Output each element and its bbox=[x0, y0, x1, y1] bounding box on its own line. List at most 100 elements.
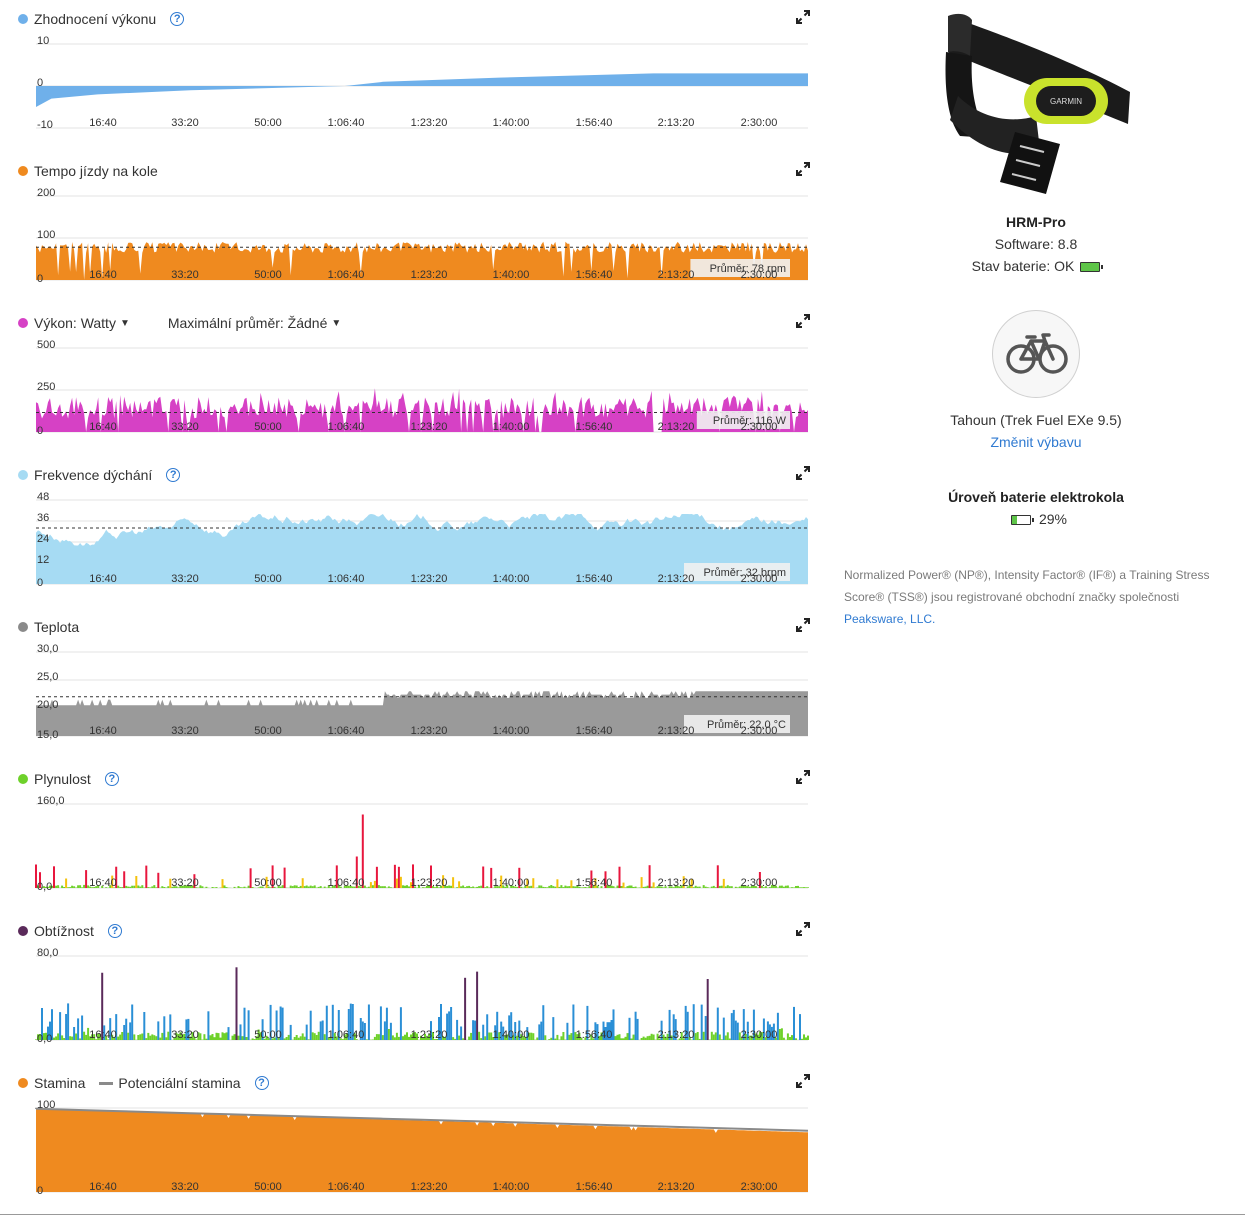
series-stamina bbox=[35, 1107, 809, 1192]
bike-icon bbox=[1006, 333, 1068, 374]
x-tick-label: 1:23:20 bbox=[411, 877, 448, 889]
change-gear-link[interactable]: Změnit výbavu bbox=[990, 434, 1082, 450]
battery-full-icon bbox=[1080, 262, 1104, 273]
series-dot-icon bbox=[18, 1078, 28, 1088]
chart-title: Frekvence dýchání bbox=[34, 467, 153, 483]
chart-title-row: Frekvence dýchání? bbox=[18, 466, 181, 484]
x-tick-label: 1:23:20 bbox=[411, 1181, 448, 1193]
y-tick-label: 12 bbox=[37, 554, 49, 566]
chart-panel-stamina: Stamina Potenciální stamina? 100 0 16:40 33:2… bbox=[0, 1064, 830, 1216]
x-tick-label: 50:00 bbox=[254, 421, 282, 433]
expand-icon[interactable] bbox=[796, 770, 810, 784]
chart-title-row: Teplota bbox=[18, 618, 79, 636]
max-average-dropdown[interactable]: Maximální průměr: Žádné bbox=[167, 315, 328, 331]
x-tick-label: 1:40:00 bbox=[493, 573, 530, 585]
expand-icon[interactable] bbox=[796, 466, 810, 480]
x-tick-label: 2:30:00 bbox=[741, 421, 778, 433]
expand-icon[interactable] bbox=[796, 922, 810, 936]
y-tick-label: 25,0 bbox=[37, 671, 58, 683]
x-tick-label: 1:56:40 bbox=[576, 421, 613, 433]
chart-respiration[interactable]: Průměr: 32 brpm 48 36 24 12 0 16:40 33:20 50:00 1… bbox=[0, 484, 830, 608]
y-tick-label: 250 bbox=[37, 381, 55, 393]
chart-stamina[interactable]: 100 0 16:40 33:20 50:00 1:06:40 1:23:20 1:40:00… bbox=[0, 1092, 830, 1216]
stamina-area bbox=[36, 1108, 808, 1192]
y-tick-label: 80,0 bbox=[37, 947, 58, 959]
x-tick-label: 2:13:20 bbox=[658, 725, 695, 737]
y-tick-label: 0,0 bbox=[37, 881, 52, 893]
x-tick-label: 1:06:40 bbox=[328, 1029, 365, 1041]
y-tick-label: 100 bbox=[37, 229, 55, 241]
bottom-divider bbox=[0, 1214, 1245, 1215]
chart-smoothness[interactable]: 160,0 0,0 16:40 33:20 50:00 1:06:40 1:23:20 1:4… bbox=[0, 788, 830, 912]
help-icon[interactable]: ? bbox=[107, 924, 122, 938]
help-icon[interactable]: ? bbox=[170, 12, 185, 26]
series-power bbox=[36, 388, 808, 432]
x-tick-label: 50:00 bbox=[254, 269, 282, 281]
x-tick-label: 1:56:40 bbox=[576, 1181, 613, 1193]
caret-down-icon[interactable]: ▼ bbox=[331, 317, 342, 329]
x-tick-label: 1:06:40 bbox=[328, 725, 365, 737]
series-dot-icon bbox=[18, 166, 28, 176]
x-tick-label: 1:06:40 bbox=[328, 877, 365, 889]
device-battery-row: Stav baterie: OK bbox=[840, 258, 1232, 274]
expand-icon[interactable] bbox=[796, 162, 810, 176]
y-tick-label: 160,0 bbox=[37, 795, 65, 807]
hrm-pro-image: GARMIN bbox=[945, 13, 1130, 194]
x-tick-label: 1:40:00 bbox=[493, 269, 530, 281]
x-tick-label: 50:00 bbox=[254, 573, 282, 585]
chart-power[interactable]: Průměr: 116 W 500 250 0 16:40 33:20 50:00 1:06:… bbox=[0, 332, 830, 456]
x-tick-label: 16:40 bbox=[89, 1029, 117, 1041]
x-tick-label: 50:00 bbox=[254, 1181, 282, 1193]
chart-title-row: Stamina Potenciální stamina? bbox=[18, 1074, 269, 1092]
expand-icon[interactable] bbox=[796, 618, 810, 632]
expand-icon[interactable] bbox=[796, 314, 810, 328]
x-tick-label: 1:40:00 bbox=[493, 725, 530, 737]
x-tick-label: 2:13:20 bbox=[658, 421, 695, 433]
average-badge bbox=[696, 411, 790, 429]
ebike-battery-row: 29% bbox=[840, 511, 1232, 527]
x-tick-label: 33:20 bbox=[171, 1181, 199, 1193]
x-tick-label: 1:40:00 bbox=[493, 1181, 530, 1193]
expand-icon[interactable] bbox=[796, 10, 810, 24]
x-tick-label: 1:23:20 bbox=[411, 725, 448, 737]
average-label: Průměr: 32 brpm bbox=[703, 567, 786, 579]
x-tick-label: 2:13:20 bbox=[658, 269, 695, 281]
ebike-battery-title: Úroveň baterie elektrokola bbox=[948, 489, 1124, 505]
expand-icon[interactable] bbox=[796, 1074, 810, 1088]
series-dot-icon bbox=[18, 622, 28, 632]
x-tick-label: 2:13:20 bbox=[658, 117, 695, 129]
chart-panel-temperature: Teplota Průměr: 22,0 °C 30,0 25,0 20,0 15,0 16… bbox=[0, 608, 830, 760]
x-tick-label: 1:06:40 bbox=[328, 1181, 365, 1193]
chart-title: Teplota bbox=[34, 619, 80, 635]
chart-performance[interactable]: 10 0 -10 16:40 33:20 50:00 1:06:40 1:23:20 1:40:… bbox=[0, 28, 830, 152]
y-tick-label: 36 bbox=[37, 512, 49, 524]
x-tick-label: 33:20 bbox=[171, 877, 199, 889]
x-tick-label: 1:56:40 bbox=[576, 725, 613, 737]
trademark-text: Normalized Power® (NP®), Intensity Facto… bbox=[844, 568, 1210, 604]
chart-difficulty[interactable]: 80,0 0,0 16:40 33:20 50:00 1:06:40 1:23:20 1:40… bbox=[0, 940, 830, 1064]
chart-temperature[interactable]: Průměr: 22,0 °C 30,0 25,0 20,0 15,0 16:40 33:2… bbox=[0, 636, 830, 760]
chart-cadence[interactable]: Průměr: 78 rpm 200 100 0 16:40 33:20 50:00 1:06… bbox=[0, 180, 830, 304]
chart-title[interactable]: Výkon: Watty bbox=[34, 315, 116, 331]
x-tick-label: 2:30:00 bbox=[741, 117, 778, 129]
chart-title-row: Plynulost? bbox=[18, 770, 119, 788]
chart-title: Tempo jízdy na kole bbox=[34, 163, 158, 179]
x-tick-label: 1:40:00 bbox=[493, 117, 530, 129]
y-tick-label: 24 bbox=[37, 533, 49, 545]
y-tick-label: 0 bbox=[37, 577, 43, 589]
series-respiration bbox=[36, 514, 808, 584]
x-tick-label: 2:30:00 bbox=[741, 1181, 778, 1193]
caret-down-icon[interactable]: ▼ bbox=[119, 317, 130, 329]
help-icon[interactable]: ? bbox=[104, 772, 119, 786]
x-tick-label: 1:06:40 bbox=[328, 573, 365, 585]
peaksware-link[interactable]: Peaksware, LLC. bbox=[844, 612, 936, 626]
help-icon[interactable]: ? bbox=[166, 468, 181, 482]
help-icon[interactable]: ? bbox=[254, 1076, 269, 1090]
chart-title-row: Obtížnost? bbox=[18, 922, 122, 940]
series-dot-icon bbox=[18, 774, 28, 784]
x-tick-label: 33:20 bbox=[171, 269, 199, 281]
series-performance bbox=[36, 73, 808, 107]
chart-panel-difficulty: Obtížnost? 80,0 0,0 16:40 33:20 50:00 1:06:40 1… bbox=[0, 912, 830, 1064]
chart-panel-performance: Zhodnocení výkonu? 10 0 -10 16:40 33:20 50:00 1… bbox=[0, 0, 830, 152]
chart-panel-power: Výkon: Watty ▼ Maximální průměr: Žádné ▼ Prů… bbox=[0, 304, 830, 456]
